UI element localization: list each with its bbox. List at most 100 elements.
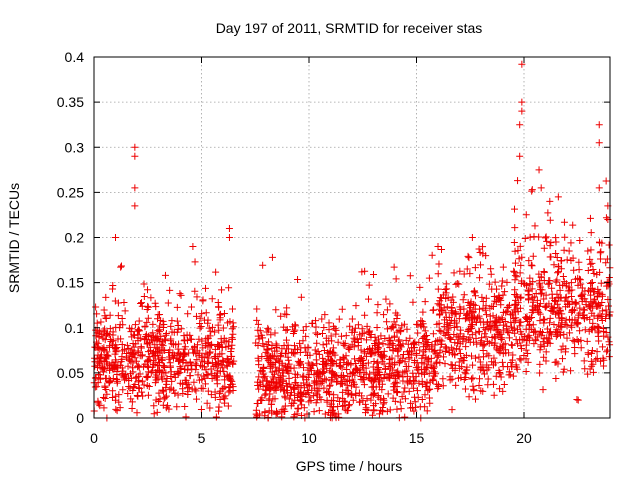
data-point xyxy=(552,332,560,340)
data-point xyxy=(596,249,604,257)
data-point xyxy=(193,347,201,355)
data-point xyxy=(272,410,280,418)
data-point xyxy=(548,284,556,292)
data-point xyxy=(482,294,490,302)
data-point xyxy=(472,334,480,342)
data-point xyxy=(277,312,285,320)
data-point xyxy=(118,340,126,348)
data-point xyxy=(171,373,179,381)
data-point xyxy=(487,265,495,273)
data-point xyxy=(389,366,397,374)
data-point xyxy=(96,345,104,353)
data-point xyxy=(377,350,385,358)
data-point xyxy=(521,280,529,288)
data-point xyxy=(225,284,233,292)
data-point xyxy=(173,303,181,311)
data-point xyxy=(538,289,546,297)
data-point xyxy=(546,314,554,322)
data-point xyxy=(550,261,558,269)
data-point xyxy=(447,344,455,352)
data-point xyxy=(498,277,506,285)
data-point xyxy=(363,322,371,330)
data-point xyxy=(202,284,210,292)
data-point xyxy=(413,359,421,367)
data-point xyxy=(468,234,476,241)
data-point xyxy=(435,260,443,268)
data-point xyxy=(556,286,564,294)
data-point xyxy=(386,406,394,414)
data-point xyxy=(516,121,524,129)
data-point xyxy=(337,371,345,379)
data-point xyxy=(132,373,140,381)
data-point xyxy=(380,360,388,368)
data-point xyxy=(479,367,487,375)
data-point xyxy=(510,324,518,332)
data-point xyxy=(205,324,213,332)
data-point xyxy=(508,356,516,364)
data-point xyxy=(224,319,232,327)
data-point xyxy=(370,349,378,357)
data-point xyxy=(223,362,231,370)
data-point xyxy=(325,326,333,334)
data-point xyxy=(139,392,147,400)
data-point xyxy=(528,262,536,270)
data-point xyxy=(138,351,146,359)
data-point xyxy=(388,339,396,347)
data-point xyxy=(281,310,289,318)
data-point xyxy=(96,354,104,362)
data-point xyxy=(358,392,366,400)
data-point xyxy=(100,364,108,372)
data-point xyxy=(184,384,192,392)
data-point xyxy=(176,355,184,363)
data-point xyxy=(196,314,204,322)
data-point xyxy=(469,374,477,382)
data-point xyxy=(375,344,383,352)
data-point xyxy=(525,257,533,265)
data-point xyxy=(388,323,396,331)
data-point xyxy=(582,301,590,309)
data-point xyxy=(208,295,216,303)
data-point xyxy=(203,358,211,366)
data-point xyxy=(560,365,568,373)
data-point xyxy=(404,379,412,387)
data-point xyxy=(595,184,603,192)
data-point xyxy=(216,395,224,403)
data-point xyxy=(297,382,305,390)
data-point xyxy=(372,383,380,391)
data-point xyxy=(137,299,145,307)
data-point xyxy=(503,278,511,286)
data-point xyxy=(479,387,487,395)
data-point xyxy=(495,366,503,374)
data-point xyxy=(523,337,531,345)
data-point xyxy=(214,352,222,360)
data-point xyxy=(204,319,212,327)
data-point xyxy=(540,295,548,303)
data-point xyxy=(428,341,436,349)
data-point xyxy=(224,356,232,364)
data-point xyxy=(536,360,544,368)
data-point xyxy=(153,371,161,379)
data-point xyxy=(254,320,262,328)
data-point xyxy=(569,221,577,229)
y-tick-label: 0.05 xyxy=(57,365,84,381)
data-point xyxy=(103,390,111,398)
data-point xyxy=(524,350,532,358)
data-point xyxy=(557,346,565,354)
data-point xyxy=(584,247,592,255)
data-point xyxy=(418,354,426,362)
data-point xyxy=(413,351,421,359)
data-point xyxy=(554,269,562,277)
data-point xyxy=(357,335,365,343)
data-point xyxy=(362,352,370,360)
data-point xyxy=(325,388,333,396)
data-point xyxy=(138,377,146,385)
data-point xyxy=(396,358,404,366)
data-point xyxy=(416,403,424,411)
data-point xyxy=(282,379,290,387)
data-point xyxy=(595,121,603,129)
data-point xyxy=(567,293,575,301)
data-point xyxy=(106,366,114,374)
data-point xyxy=(586,255,594,263)
data-point xyxy=(524,333,532,341)
data-point xyxy=(567,367,575,375)
